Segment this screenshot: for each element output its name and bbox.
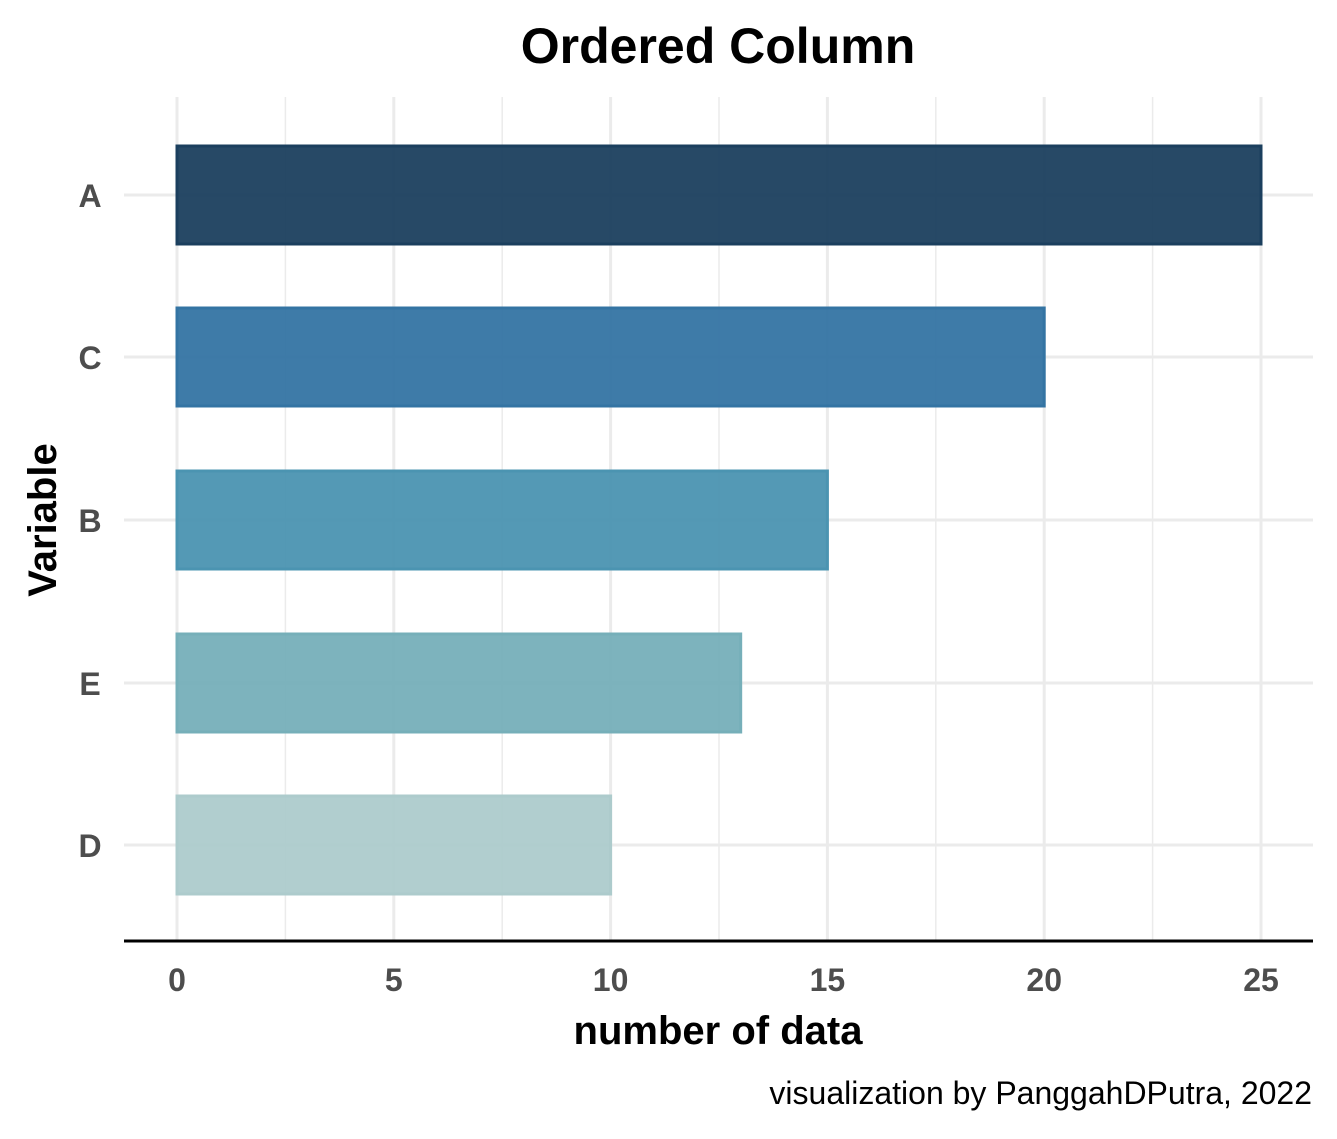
- bar-b: [175, 469, 829, 571]
- x-tick-label: 25: [1243, 962, 1279, 998]
- bar-c: [175, 306, 1046, 408]
- bars-layer: [175, 144, 1263, 896]
- y-tick-label: E: [79, 666, 100, 702]
- y-axis-title: Variable: [21, 443, 65, 596]
- x-tick-label: 0: [168, 962, 186, 998]
- x-axis-title: number of data: [574, 1009, 864, 1053]
- bar-a: [175, 144, 1263, 246]
- chart-caption: visualization by PanggahDPutra, 2022: [769, 1075, 1312, 1111]
- bar-e: [175, 632, 743, 734]
- y-tick-labels: A C B E D: [78, 178, 101, 864]
- x-tick-label: 5: [385, 962, 403, 998]
- x-tick-labels: 0 5 10 15 20 25: [168, 962, 1279, 998]
- x-tick-label: 20: [1026, 962, 1062, 998]
- x-tick-label: 15: [810, 962, 846, 998]
- chart-title: Ordered Column: [521, 18, 915, 74]
- y-tick-label: D: [78, 828, 101, 864]
- y-tick-label: C: [78, 340, 101, 376]
- y-tick-label: B: [78, 503, 101, 539]
- x-tick-label: 10: [593, 962, 629, 998]
- bar-d: [175, 794, 613, 896]
- y-tick-label: A: [78, 178, 101, 214]
